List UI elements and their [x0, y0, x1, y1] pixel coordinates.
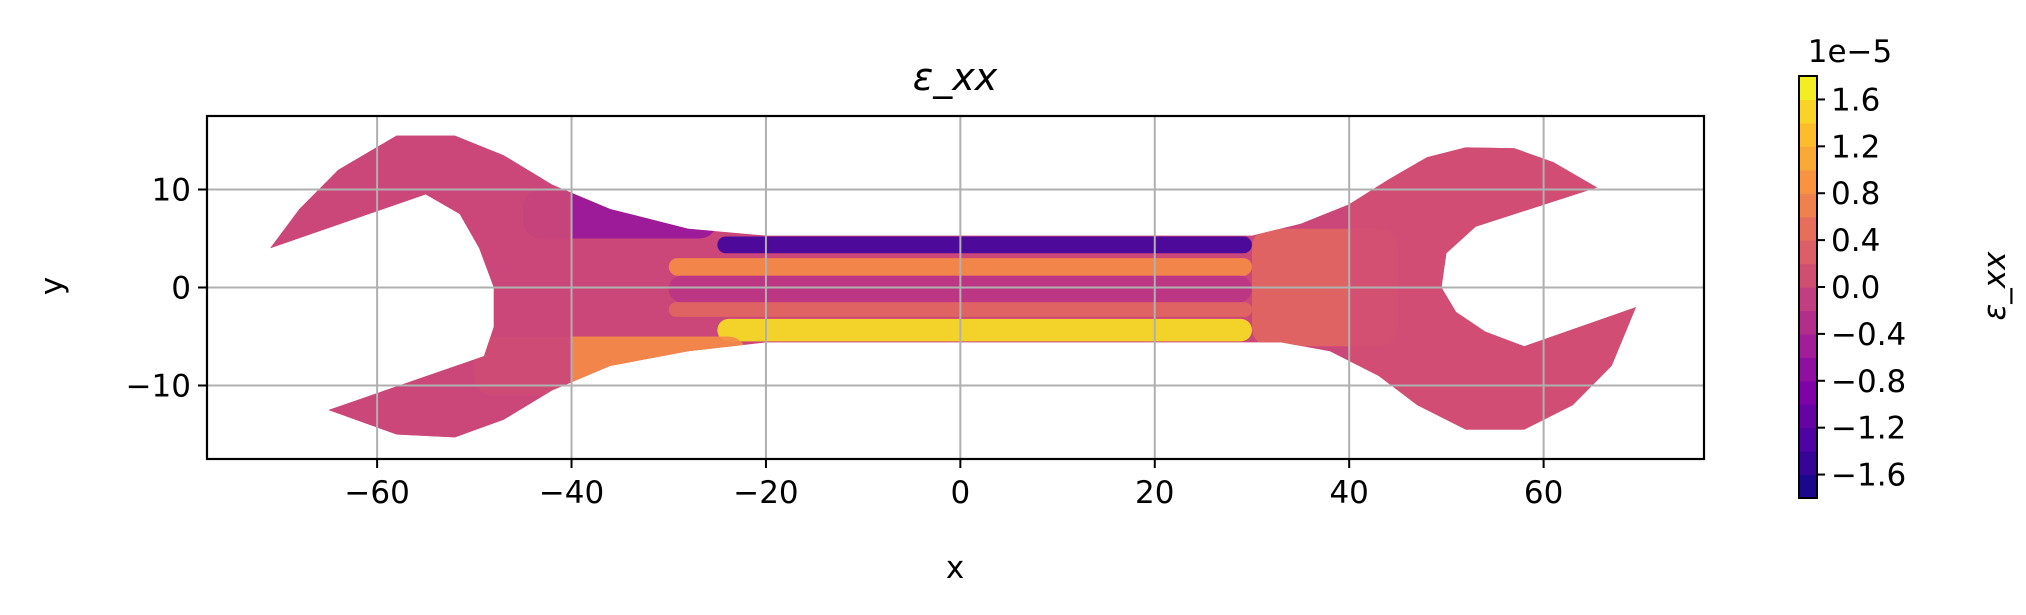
colorbar-tick-label: 1.6: [1831, 82, 1880, 118]
colorbar-ticks: −1.6 −1.2 −0.8 −0.4 0.0 0.4 0.8 1.2 1.6: [1817, 82, 1906, 494]
colorbar-band: [1799, 146, 1817, 171]
colorbar-band: [1799, 287, 1817, 312]
colorbar-label: ε_xx: [1977, 251, 2013, 321]
colorbar-band: [1799, 240, 1817, 265]
colorbar-band: [1799, 380, 1817, 405]
y-tick-label: −10: [126, 369, 191, 405]
x-axis-ticks: −60 −40 −20 0 20 40 60: [344, 459, 1563, 511]
strain-region-4: [717, 318, 1252, 342]
colorbar-band: [1799, 263, 1817, 288]
x-tick-label: 0: [950, 475, 970, 511]
colorbar-tick-label: 0.4: [1831, 223, 1880, 259]
colorbar-tick-label: −1.2: [1831, 411, 1906, 447]
colorbar-bands: [1799, 76, 1817, 499]
colorbar-band: [1799, 216, 1817, 241]
colorbar-band: [1799, 99, 1817, 124]
strain-region-0: [717, 236, 1252, 254]
colorbar-band: [1799, 404, 1817, 429]
colorbar-tick-label: −0.4: [1831, 317, 1906, 353]
colorbar-band: [1799, 310, 1817, 335]
colorbar-band: [1799, 122, 1817, 147]
x-tick-label: 40: [1329, 475, 1368, 511]
x-tick-label: 20: [1135, 475, 1174, 511]
colorbar-tick-label: 1.2: [1831, 129, 1880, 165]
colorbar-band: [1799, 474, 1817, 499]
colorbar: −1.6 −1.2 −0.8 −0.4 0.0 0.4 0.8 1.2 1.6 1e−5 ε_x…: [1798, 34, 2013, 499]
chart-title: ε_xx: [913, 55, 998, 99]
colorbar-band: [1799, 169, 1817, 194]
y-tick-label: 10: [152, 173, 191, 209]
x-axis-label: x: [946, 550, 964, 586]
colorbar-band: [1799, 451, 1817, 476]
y-axis-label: y: [34, 277, 70, 295]
colorbar-tick-label: 0.8: [1831, 176, 1880, 212]
x-tick-label: −20: [733, 475, 798, 511]
colorbar-band: [1799, 357, 1817, 382]
colorbar-band: [1799, 193, 1817, 218]
x-tick-label: −40: [539, 475, 604, 511]
colorbar-band: [1799, 76, 1817, 101]
y-axis-ticks: −10 0 10: [126, 173, 207, 405]
colorbar-tick-label: −0.8: [1831, 364, 1906, 400]
colorbar-band: [1799, 427, 1817, 452]
colorbar-tick-label: 0.0: [1831, 270, 1880, 306]
colorbar-tick-label: −1.6: [1831, 458, 1906, 494]
x-tick-label: 60: [1524, 475, 1563, 511]
y-tick-label: 0: [171, 271, 191, 307]
colorbar-band: [1799, 333, 1817, 358]
grid-lines: [207, 116, 1704, 459]
x-tick-label: −60: [344, 475, 409, 511]
colorbar-offset-text: 1e−5: [1808, 34, 1893, 70]
